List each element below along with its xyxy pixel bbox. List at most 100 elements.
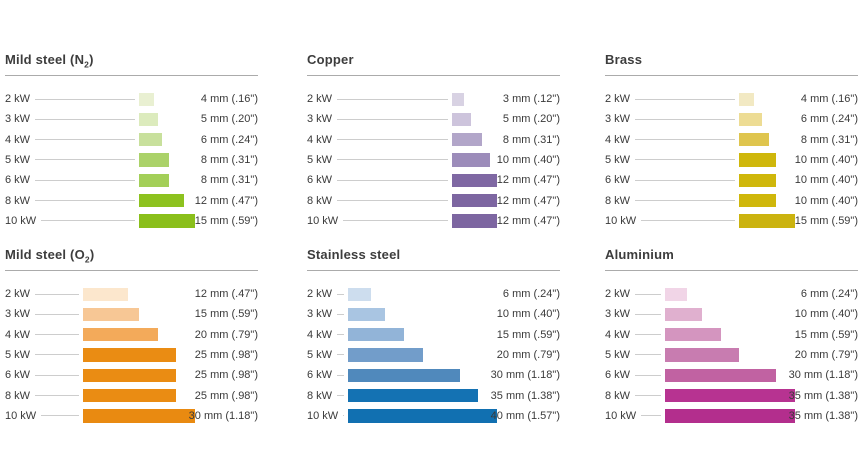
chart-row: 10 kW 40 mm (1.57") bbox=[307, 406, 560, 426]
chart-title: Aluminium bbox=[605, 247, 674, 262]
thickness-value-label: 10 mm (.40") bbox=[794, 174, 858, 187]
thickness-bar bbox=[348, 388, 479, 403]
power-label: 4 kW bbox=[605, 133, 631, 146]
thickness-bar bbox=[348, 307, 386, 322]
thickness-value-label: 25 mm (.98") bbox=[194, 349, 258, 362]
chart-row: 2 kW 3 mm (.12") bbox=[307, 89, 560, 109]
thickness-bar bbox=[348, 328, 404, 342]
chart-row: 4 kW 8 mm (.31") bbox=[605, 130, 858, 150]
power-label: 10 kW bbox=[5, 409, 37, 422]
thickness-bar bbox=[739, 193, 777, 208]
thickness-value-label: 10 mm (.40") bbox=[794, 308, 858, 321]
chart-row: 5 kW 25 mm (.98") bbox=[5, 345, 258, 365]
thickness-value-label: 15 mm (.59") bbox=[794, 328, 858, 341]
chart-row: 2 kW 4 mm (.16") bbox=[5, 89, 258, 109]
power-label: 5 kW bbox=[5, 349, 31, 362]
thickness-value-label: 12 mm (.47") bbox=[194, 288, 258, 301]
thickness-bar bbox=[452, 214, 497, 228]
chart-row: 2 kW 12 mm (.47") bbox=[5, 284, 258, 304]
thickness-value-label: 8 mm (.31") bbox=[200, 154, 258, 167]
chart-row: 6 kW 8 mm (.31") bbox=[5, 170, 258, 190]
leader-line bbox=[35, 98, 136, 100]
power-label: 10 kW bbox=[307, 409, 339, 422]
power-label: 3 kW bbox=[307, 308, 333, 321]
leader-line bbox=[635, 313, 661, 315]
leader-line bbox=[35, 118, 136, 120]
chart-row: 5 kW 20 mm (.79") bbox=[307, 345, 560, 365]
leader-line bbox=[635, 200, 736, 202]
thickness-value-label: 35 mm (1.38") bbox=[788, 409, 858, 422]
chart-divider bbox=[605, 270, 858, 271]
power-label: 8 kW bbox=[5, 194, 31, 207]
chart-row: 8 kW 10 mm (.40") bbox=[605, 190, 858, 210]
thickness-value-label: 10 mm (.40") bbox=[794, 154, 858, 167]
power-label: 2 kW bbox=[307, 288, 333, 301]
chart-row: 2 kW 6 mm (.24") bbox=[307, 284, 560, 304]
leader-line bbox=[35, 179, 136, 181]
leader-line bbox=[635, 159, 736, 161]
thickness-bar bbox=[739, 214, 795, 228]
chart-row: 10 kW 35 mm (1.38") bbox=[605, 406, 858, 426]
thickness-bar bbox=[739, 112, 762, 127]
thickness-bar bbox=[83, 348, 177, 362]
chart-title: Mild steel (N2) bbox=[5, 52, 94, 70]
leader-line bbox=[635, 374, 661, 376]
leader-line bbox=[337, 395, 345, 397]
chart-row: 6 kW 10 mm (.40") bbox=[605, 170, 858, 190]
thickness-bar bbox=[739, 133, 769, 147]
thickness-value-label: 6 mm (.24") bbox=[800, 113, 858, 126]
chart-row: 2 kW 4 mm (.16") bbox=[605, 89, 858, 109]
leader-line bbox=[35, 374, 80, 376]
chart-rows: 2 kW 4 mm (.16") 3 kW 5 mm (.20") 4 kW 6… bbox=[5, 89, 258, 231]
chart-divider bbox=[605, 75, 858, 76]
power-label: 10 kW bbox=[5, 214, 37, 227]
chart-row: 3 kW 5 mm (.20") bbox=[5, 109, 258, 129]
material-chart: Brass 2 kW 4 mm (.16") 3 kW 6 mm (.24") … bbox=[605, 52, 858, 231]
material-chart: Aluminium 2 kW 6 mm (.24") 3 kW 10 mm (.… bbox=[605, 247, 858, 426]
thickness-bar bbox=[83, 307, 140, 322]
thickness-value-label: 8 mm (.31") bbox=[502, 133, 560, 146]
thickness-value-label: 10 mm (.40") bbox=[794, 194, 858, 207]
thickness-value-label: 35 mm (1.38") bbox=[490, 389, 560, 402]
power-label: 6 kW bbox=[605, 174, 631, 187]
thickness-bar bbox=[83, 388, 177, 403]
thickness-bar bbox=[664, 307, 702, 322]
leader-line bbox=[641, 415, 661, 417]
power-label: 3 kW bbox=[307, 113, 333, 126]
chart-row: 4 kW 15 mm (.59") bbox=[605, 325, 858, 345]
chart-row: 6 kW 30 mm (1.18") bbox=[605, 365, 858, 385]
thickness-value-label: 10 mm (.40") bbox=[496, 154, 560, 167]
leader-line bbox=[337, 334, 345, 336]
power-label: 5 kW bbox=[307, 154, 333, 167]
leader-line bbox=[635, 395, 661, 397]
thickness-value-label: 5 mm (.20") bbox=[502, 113, 560, 126]
thickness-value-label: 4 mm (.16") bbox=[200, 93, 258, 106]
power-label: 2 kW bbox=[307, 93, 333, 106]
power-label: 8 kW bbox=[605, 194, 631, 207]
chart-title: Brass bbox=[605, 52, 643, 67]
power-label: 3 kW bbox=[5, 308, 31, 321]
power-label: 2 kW bbox=[605, 93, 631, 106]
leader-line bbox=[35, 313, 80, 315]
power-label: 6 kW bbox=[307, 174, 333, 187]
thickness-value-label: 10 mm (.40") bbox=[496, 308, 560, 321]
leader-line bbox=[35, 354, 80, 356]
thickness-bar bbox=[139, 92, 155, 106]
leader-line bbox=[635, 98, 736, 100]
chart-row: 6 kW 25 mm (.98") bbox=[5, 365, 258, 385]
thickness-value-label: 6 mm (.24") bbox=[502, 288, 560, 301]
leader-line bbox=[35, 159, 136, 161]
power-label: 3 kW bbox=[605, 113, 631, 126]
thickness-bar bbox=[139, 133, 162, 147]
thickness-bar bbox=[664, 348, 740, 362]
thickness-value-label: 25 mm (.98") bbox=[194, 369, 258, 382]
leader-line bbox=[343, 415, 345, 417]
power-label: 8 kW bbox=[307, 389, 333, 402]
thickness-bar bbox=[348, 348, 423, 362]
thickness-bar bbox=[452, 193, 497, 208]
thickness-value-label: 20 mm (.79") bbox=[794, 349, 858, 362]
chart-row: 2 kW 6 mm (.24") bbox=[605, 284, 858, 304]
thickness-value-label: 3 mm (.12") bbox=[502, 93, 560, 106]
chart-divider bbox=[307, 75, 560, 76]
chart-row: 5 kW 10 mm (.40") bbox=[605, 150, 858, 170]
